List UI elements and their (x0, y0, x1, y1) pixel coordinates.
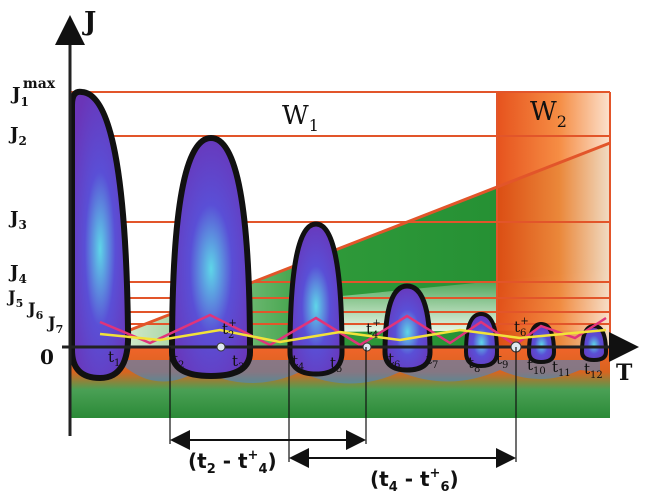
time-mark-t3: t3 (232, 352, 244, 373)
critical-marker-2 (362, 342, 372, 352)
time-mark-t2: t2 (172, 350, 184, 371)
time-mark-t11: t11 (552, 358, 571, 379)
critical-label-t2-plus: t2+ (222, 318, 237, 341)
y-axis-label: J (82, 7, 96, 37)
level-label-j4: J4 (8, 262, 27, 286)
region-label-w1: W1 (282, 101, 319, 135)
time-mark-t5: t5 (330, 354, 342, 375)
y-level-labels: J1max J2 J3 J4 J5 J6 J7 (6, 76, 63, 336)
time-mark-t7: t7 (426, 350, 438, 371)
level-label-j3: J3 (8, 208, 27, 232)
origin-label: 0 (40, 345, 54, 369)
time-marks: t1 t2 t3 t4 t5 t6 t7 t8 t9 t10 t11 t12 (108, 348, 603, 381)
peak-3 (287, 221, 345, 377)
critical-marker-1 (216, 342, 226, 352)
pink-zigzag (99, 313, 607, 347)
level-label-j1: J1max (10, 76, 56, 109)
yellow-zigzag (99, 328, 607, 344)
time-mark-t10: t10 (527, 356, 546, 377)
time-mark-t1: t1 (108, 348, 120, 369)
x-axis-label: T (616, 360, 633, 386)
time-mark-t8: t8 (468, 354, 480, 375)
peak-6 (526, 321, 557, 365)
peak-2 (168, 134, 254, 380)
critical-label-t4-plus: t4+ (366, 318, 381, 341)
time-mark-t9: t9 (496, 350, 508, 371)
level-label-j5: J5 (6, 287, 23, 310)
peak-4 (382, 283, 433, 373)
time-mark-t6: t6 (388, 350, 400, 371)
region-label-w2: W2 (530, 97, 567, 131)
critical-label-t6-plus: t6+ (514, 316, 529, 339)
peak-1 (69, 88, 132, 382)
interval-label-2: (t4 - t+6) (370, 466, 459, 495)
level-label-j2: J2 (8, 124, 27, 148)
time-mark-t4: t4 (292, 352, 304, 373)
w2-band (497, 92, 610, 347)
level-label-j7: J7 (46, 313, 63, 336)
interval-label-1: (t2 - t+4) (188, 448, 277, 477)
level-label-j6: J6 (26, 299, 44, 322)
time-mark-t12: t12 (584, 360, 603, 381)
peaks (69, 88, 609, 382)
